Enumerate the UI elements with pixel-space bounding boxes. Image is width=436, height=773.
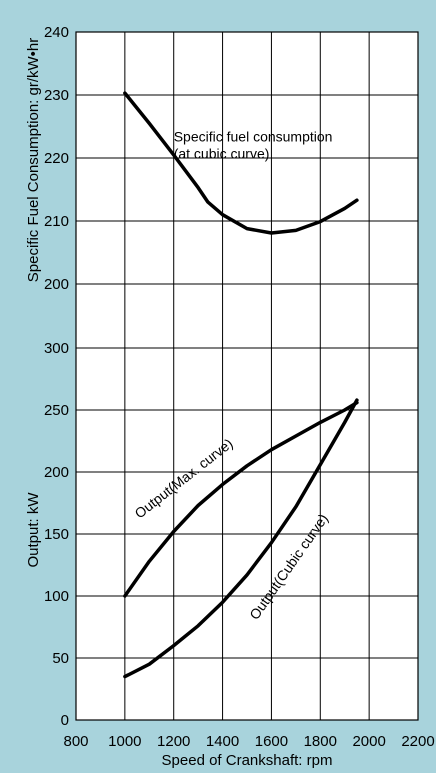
output-cubic-curve-line [123, 398, 359, 679]
x-tick-label: 1600 [255, 733, 288, 750]
y-tick-label: 100 [44, 588, 69, 605]
y-tick-label: 0 [61, 712, 69, 729]
y-axis-title-fuel: Specific Fuel Consumption: gr/kW•hr [25, 38, 42, 283]
y-tick-label: 50 [52, 650, 69, 667]
x-tick-label: 800 [63, 733, 88, 750]
y-axis-title-output: Output: kW [25, 492, 42, 568]
y-tick-label: 200 [44, 464, 69, 481]
y-tick-label: 240 [44, 24, 69, 41]
y-tick-label: 300 [44, 340, 69, 357]
x-axis-title: Speed of Crankshaft: rpm [162, 752, 333, 769]
x-tick-label: 1200 [157, 733, 190, 750]
x-tick-label: 2200 [401, 733, 434, 750]
annotation-fuel-consumption-line2: (at cubic curve) [174, 146, 270, 162]
annotation-fuel-consumption-line1: Specific fuel consumption [174, 129, 333, 145]
grid [76, 32, 418, 720]
x-ticks: 800 1000 1200 1400 1600 1800 2000 2200 [63, 733, 434, 750]
series-lines [123, 91, 359, 679]
y-tick-label: 210 [44, 213, 69, 230]
y-tick-label: 220 [44, 150, 69, 167]
y-tick-label: 200 [44, 276, 69, 293]
x-tick-label: 1800 [304, 733, 337, 750]
y-tick-label: 230 [44, 87, 69, 104]
y-tick-label: 150 [44, 526, 69, 543]
y-tick-label: 250 [44, 402, 69, 419]
y-ticks-output: 0 50 100 150 200 250 300 [44, 340, 69, 729]
plot-area [75, 31, 419, 721]
x-tick-label: 2000 [352, 733, 385, 750]
output-max-curve-line [123, 400, 359, 598]
y-ticks-fuel: 200 210 220 230 240 [44, 24, 69, 293]
x-tick-label: 1000 [108, 733, 141, 750]
x-tick-label: 1400 [206, 733, 239, 750]
fuel-consumption-line [123, 91, 359, 235]
